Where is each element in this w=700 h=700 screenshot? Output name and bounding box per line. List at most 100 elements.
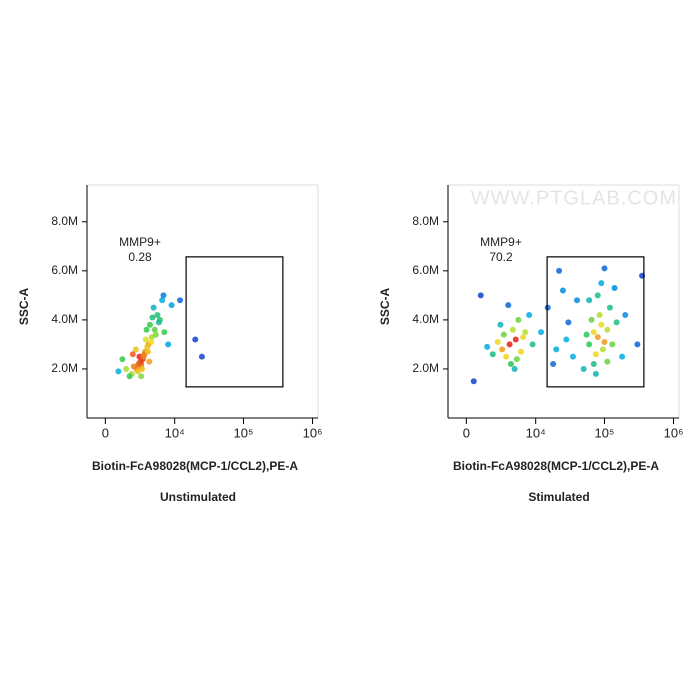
y-tick-label: 6.0M bbox=[51, 263, 78, 277]
gate-label: MMP9+ bbox=[480, 235, 522, 249]
event-dot bbox=[500, 331, 507, 338]
event-dot bbox=[511, 365, 518, 372]
event-dot bbox=[150, 304, 157, 311]
event-dot bbox=[598, 280, 605, 287]
event-dot bbox=[515, 316, 522, 323]
event-dot bbox=[570, 353, 577, 360]
event-dot bbox=[142, 336, 149, 343]
event-dot bbox=[586, 341, 593, 348]
event-dot bbox=[497, 321, 504, 328]
gate bbox=[185, 256, 284, 388]
y-axis-label: SSC-A bbox=[378, 288, 392, 326]
event-dot bbox=[565, 319, 572, 326]
chart-title: Unstimulated bbox=[160, 490, 236, 504]
event-dot bbox=[588, 316, 595, 323]
y-tick-label: 8.0M bbox=[412, 214, 439, 228]
event-dot bbox=[550, 361, 557, 368]
event-dot bbox=[517, 348, 524, 355]
event-dot bbox=[115, 368, 122, 375]
event-dot bbox=[146, 321, 153, 328]
gate-value: 70.2 bbox=[489, 250, 513, 264]
event-dot bbox=[594, 292, 601, 299]
event-dot bbox=[590, 361, 597, 368]
event-dot bbox=[123, 365, 130, 372]
event-dot bbox=[622, 311, 629, 318]
event-dot bbox=[140, 353, 147, 360]
event-dot bbox=[574, 297, 581, 304]
x-tick-label: 10⁶ bbox=[664, 425, 684, 440]
event-dot bbox=[477, 292, 484, 299]
event-dot bbox=[586, 297, 593, 304]
event-dot bbox=[590, 329, 597, 336]
event-dot bbox=[563, 336, 570, 343]
event-dot bbox=[154, 311, 161, 318]
event-dot bbox=[509, 326, 516, 333]
event-dot bbox=[192, 336, 199, 343]
y-tick-label: 6.0M bbox=[412, 263, 439, 277]
event-dot bbox=[155, 319, 162, 326]
gate-value: 0.28 bbox=[128, 250, 152, 264]
event-dot bbox=[601, 265, 608, 272]
x-axis-label: Biotin-FcA98028(MCP-1/CCL2),PE-A bbox=[453, 459, 659, 473]
event-dot bbox=[152, 331, 159, 338]
event-dot bbox=[522, 329, 529, 336]
gate bbox=[546, 256, 645, 388]
event-dot bbox=[513, 356, 520, 363]
event-dot bbox=[499, 346, 506, 353]
event-dot bbox=[470, 378, 477, 385]
event-dot bbox=[198, 353, 205, 360]
event-dot bbox=[619, 353, 626, 360]
event-dot bbox=[119, 356, 126, 363]
event-dot bbox=[512, 336, 519, 343]
event-dot bbox=[538, 329, 545, 336]
event-dot bbox=[556, 267, 563, 274]
chart-title: Stimulated bbox=[528, 490, 589, 504]
event-dot bbox=[494, 338, 501, 345]
event-dot bbox=[580, 365, 587, 372]
event-dot bbox=[126, 373, 133, 380]
event-dot bbox=[138, 373, 145, 380]
y-tick-label: 8.0M bbox=[51, 214, 78, 228]
event-dot bbox=[161, 329, 168, 336]
event-dot bbox=[583, 331, 590, 338]
event-dot bbox=[594, 334, 601, 341]
event-dot bbox=[613, 319, 620, 326]
event-dot bbox=[151, 326, 158, 333]
event-dot bbox=[168, 302, 175, 309]
event-dot bbox=[544, 304, 551, 311]
event-dot bbox=[144, 348, 151, 355]
event-dot bbox=[598, 321, 605, 328]
event-dot bbox=[520, 334, 527, 341]
y-tick-label: 4.0M bbox=[51, 312, 78, 326]
y-tick-label: 2.0M bbox=[51, 361, 78, 375]
x-tick-label: 10⁵ bbox=[234, 425, 254, 440]
event-dot bbox=[592, 351, 599, 358]
event-dot bbox=[159, 297, 166, 304]
event-dot bbox=[609, 341, 616, 348]
y-tick-label: 4.0M bbox=[412, 312, 439, 326]
event-dot bbox=[143, 326, 150, 333]
x-tick-label: 0 bbox=[102, 425, 109, 440]
event-dot bbox=[146, 358, 153, 365]
x-tick-label: 10⁴ bbox=[526, 425, 546, 440]
watermark: WWW.PTGLAB.COM bbox=[471, 187, 677, 209]
event-dot bbox=[606, 304, 613, 311]
event-dot bbox=[130, 363, 137, 370]
event-dot bbox=[529, 341, 536, 348]
event-dot bbox=[160, 292, 167, 299]
event-dot bbox=[135, 361, 142, 368]
event-dot bbox=[505, 302, 512, 309]
event-dot bbox=[489, 351, 496, 358]
y-tick-label: 2.0M bbox=[412, 361, 439, 375]
event-dot bbox=[526, 311, 533, 318]
event-dot bbox=[177, 297, 184, 304]
event-dot bbox=[599, 346, 606, 353]
event-dot bbox=[148, 338, 155, 345]
event-dot bbox=[601, 338, 608, 345]
x-tick-label: 10⁶ bbox=[303, 425, 323, 440]
y-axis-label: SSC-A bbox=[17, 288, 31, 326]
event-dot bbox=[604, 326, 611, 333]
event-dot bbox=[553, 346, 560, 353]
event-dot bbox=[507, 361, 514, 368]
event-dot bbox=[165, 341, 172, 348]
